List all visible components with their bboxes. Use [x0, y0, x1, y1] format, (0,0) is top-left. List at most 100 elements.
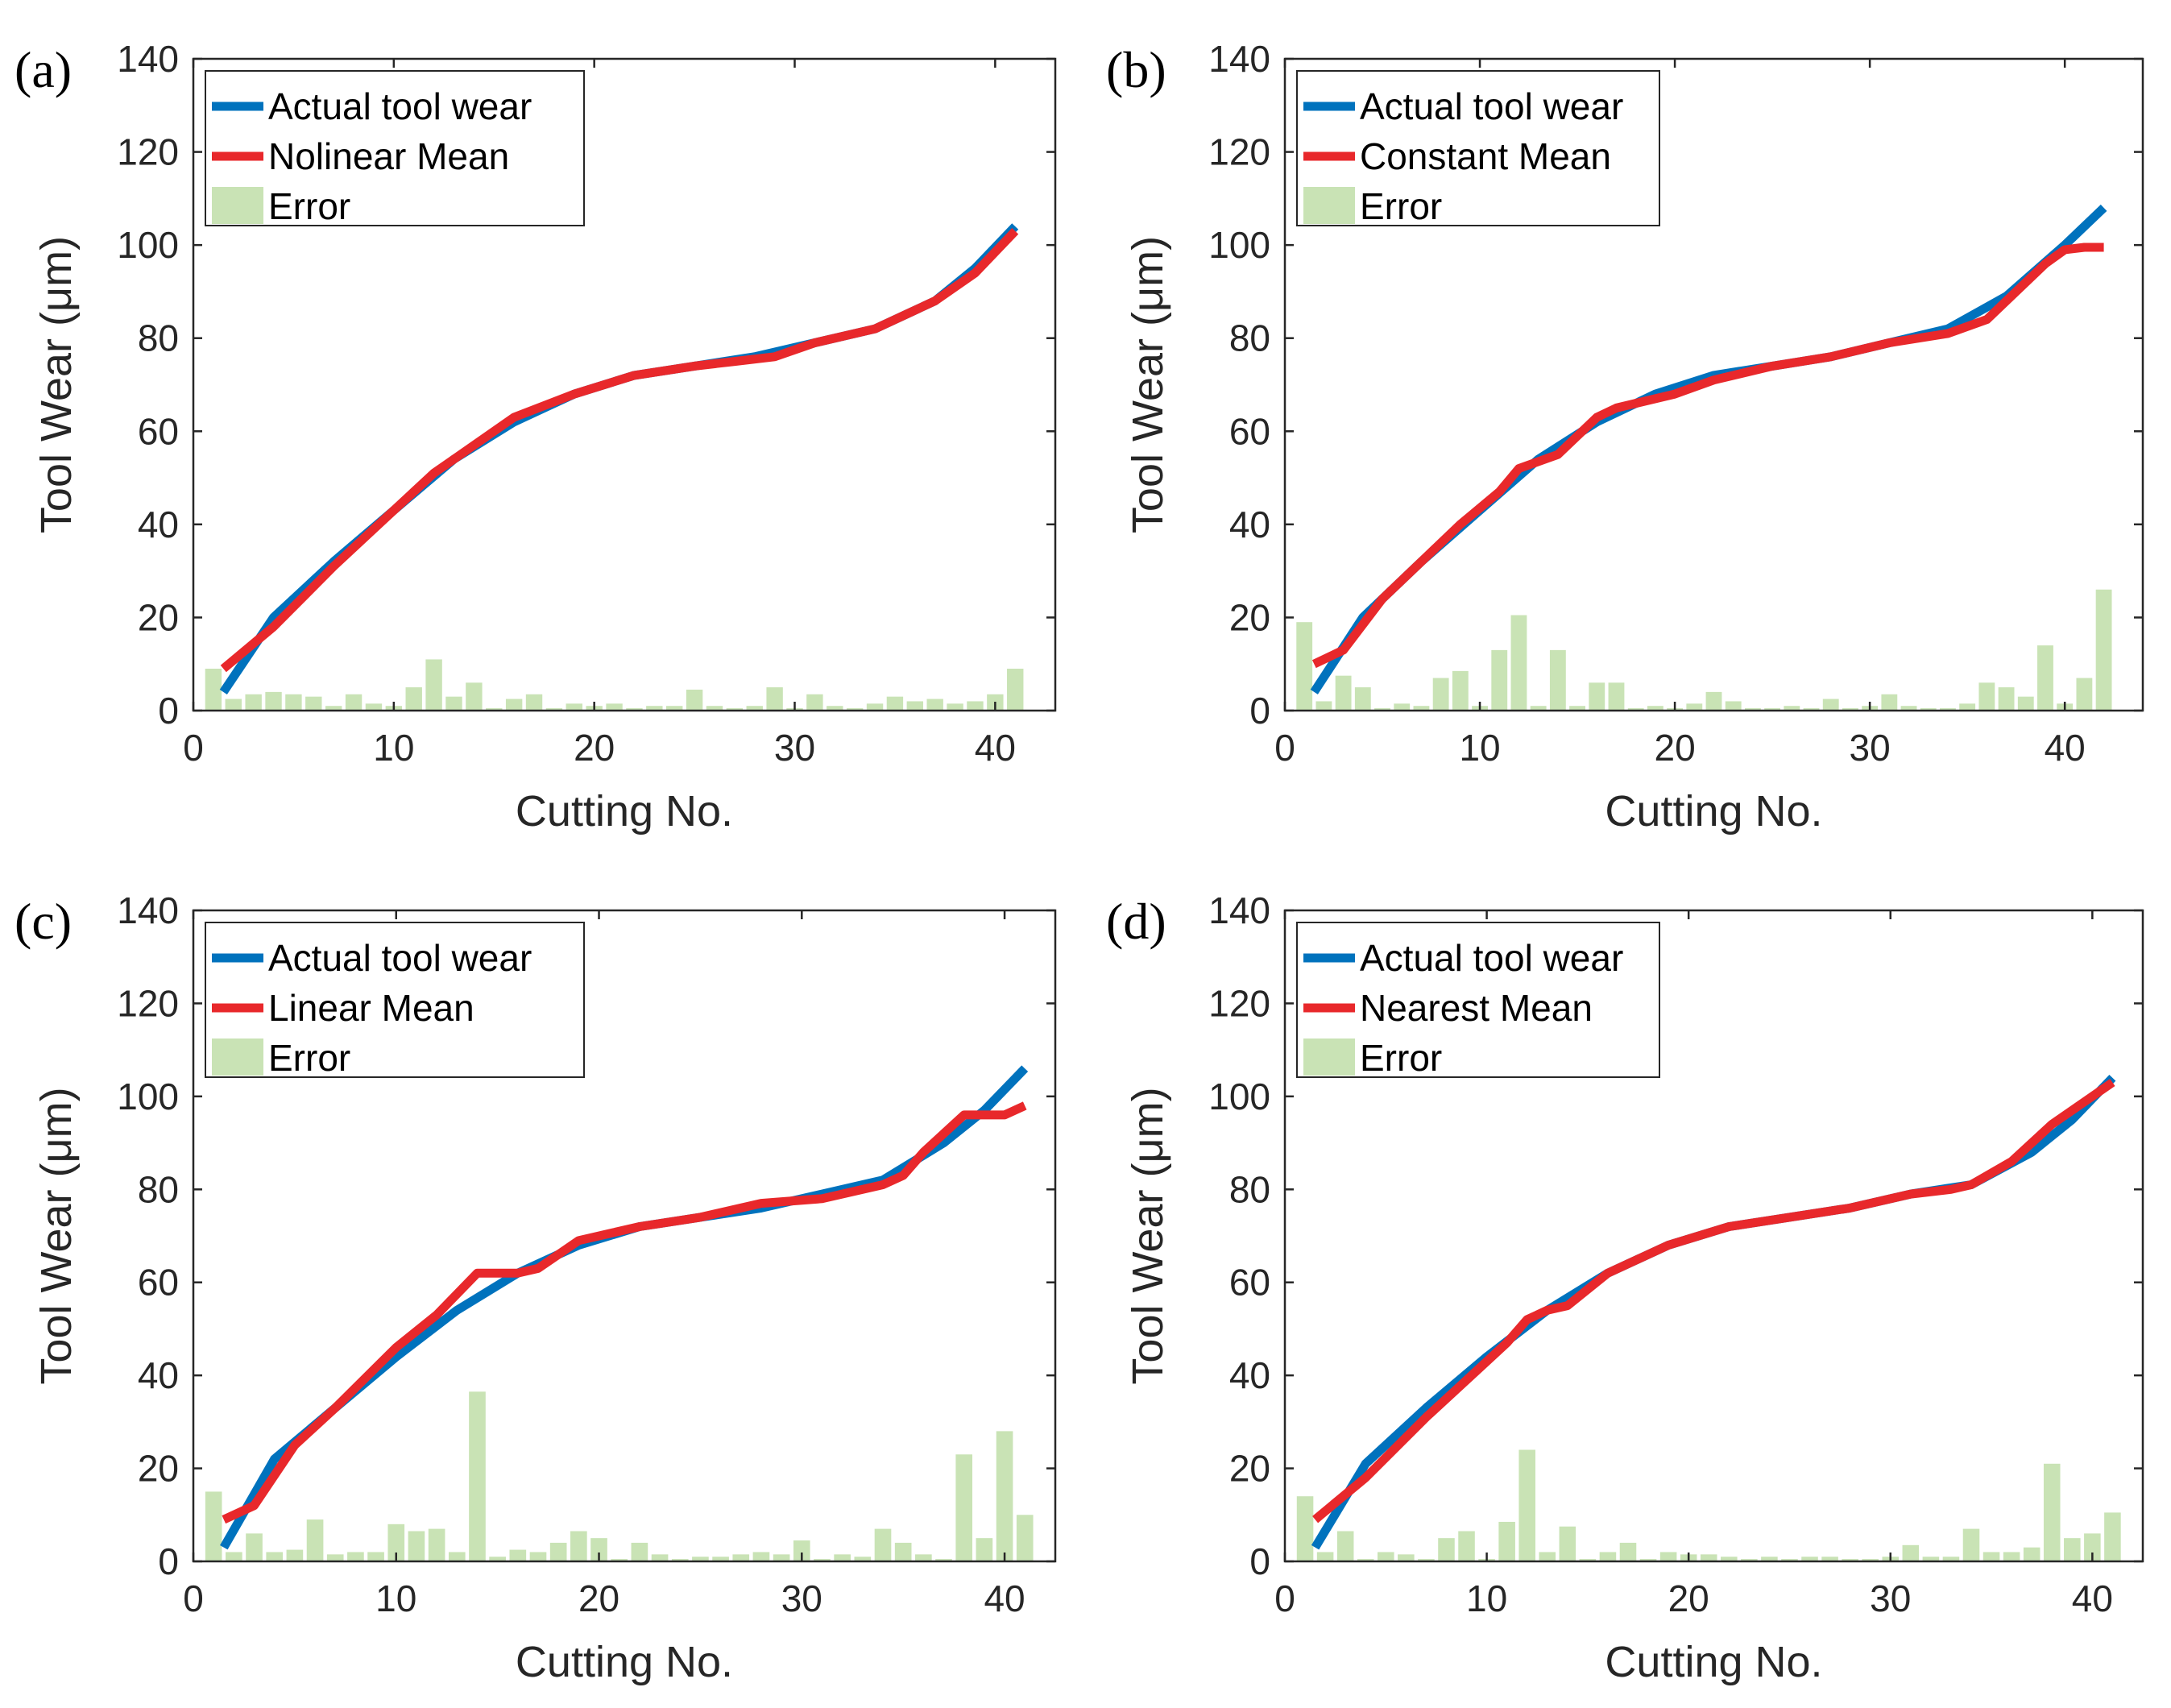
error-bar: [1007, 668, 1024, 711]
error-bar: [1418, 1559, 1435, 1561]
error-bar: [1940, 708, 1956, 711]
error-bar: [626, 708, 643, 711]
error-bar: [529, 1552, 547, 1561]
error-bar: [1398, 1554, 1415, 1561]
y-tick-label: 80: [138, 317, 179, 359]
error-bar: [1902, 1544, 1920, 1561]
error-bar: [509, 1549, 527, 1561]
error-bar: [1764, 708, 1781, 711]
error-bar: [2104, 1512, 2121, 1561]
x-tick-label: 30: [1850, 727, 1891, 769]
error-bar: [2076, 678, 2093, 711]
error-bar: [732, 1554, 750, 1561]
error-bar: [205, 668, 222, 711]
legend-swatch-error: [1303, 187, 1355, 224]
error-bar: [266, 1552, 284, 1561]
error-bar: [428, 1528, 445, 1561]
panel-letter: (c): [15, 893, 72, 950]
x-tick-label: 10: [1466, 1577, 1507, 1619]
error-bar: [935, 1559, 952, 1561]
error-bar: [1700, 1554, 1717, 1561]
error-bar: [345, 694, 363, 711]
x-tick-label: 20: [1668, 1577, 1709, 1619]
y-tick-label: 60: [1229, 1262, 1270, 1304]
y-tick-label: 60: [1229, 410, 1270, 452]
y-tick-label: 20: [138, 596, 179, 638]
legend-label: Actual tool wear: [1360, 85, 1623, 127]
y-tick-label: 120: [117, 131, 179, 173]
x-axis-title: Cutting No.: [516, 1638, 733, 1686]
error-bar: [1959, 703, 1976, 711]
error-bar: [834, 1554, 851, 1561]
x-tick-label: 30: [1870, 1577, 1911, 1619]
error-bar: [1639, 1559, 1657, 1561]
error-bar: [2084, 1533, 2101, 1561]
y-tick-label: 60: [138, 1262, 179, 1304]
error-bar: [2095, 589, 2112, 711]
x-tick-label: 10: [373, 727, 414, 769]
legend-label: Linear Mean: [268, 987, 474, 1029]
error-bar: [947, 703, 963, 711]
error-bar: [486, 708, 503, 711]
y-tick-label: 120: [117, 982, 179, 1024]
error-bar: [1498, 1521, 1515, 1561]
y-axis-title: Tool Wear (μm): [1124, 236, 1172, 533]
error-bar: [1589, 682, 1605, 711]
y-tick-label: 140: [117, 38, 179, 80]
error-bar: [1862, 1559, 1879, 1561]
error-bar: [405, 687, 422, 711]
error-bar: [1922, 1557, 1940, 1561]
error-bar: [1357, 1559, 1374, 1561]
error-bar: [1744, 708, 1761, 711]
error-bar: [285, 694, 302, 711]
y-tick-label: 20: [1229, 1448, 1270, 1490]
axes-frame: [1283, 909, 2144, 1563]
error-bar: [1491, 649, 1508, 711]
error-bar: [915, 1554, 932, 1561]
error-bar: [1569, 706, 1585, 711]
chart-panel-b: (b) 0 20 40 60 80 100 120 140 0 10 20 30 40 Cutting No…: [1106, 38, 2144, 835]
error-bar: [545, 708, 563, 711]
legend-label: Error: [1360, 1037, 1442, 1079]
legend-label: Nearest Mean: [1360, 987, 1593, 1029]
y-tick-label: 80: [1229, 317, 1270, 359]
legend-label: Actual tool wear: [1360, 937, 1623, 979]
error-bar: [1579, 1559, 1597, 1561]
error-bar: [1741, 1559, 1758, 1561]
error-bar: [976, 1538, 993, 1561]
error-bar: [1296, 622, 1313, 711]
y-tick-label: 0: [1249, 1540, 1270, 1582]
error-bar: [1458, 1531, 1475, 1561]
error-bar: [306, 1519, 324, 1561]
y-tick-label: 20: [1229, 596, 1270, 638]
error-bar: [505, 699, 523, 711]
x-tick-label: 40: [2072, 1577, 2113, 1619]
error-bar: [1438, 1538, 1455, 1561]
y-tick-label: 120: [1208, 131, 1270, 173]
y-tick-label: 20: [138, 1448, 179, 1490]
axes-frame: [192, 909, 1057, 1563]
legend-label: Actual tool wear: [268, 85, 532, 127]
y-tick-label: 140: [1208, 38, 1270, 80]
x-tick-label: 0: [183, 727, 204, 769]
error-bar: [686, 689, 703, 711]
mean-line: [1311, 243, 2104, 669]
error-bar: [1647, 706, 1663, 711]
chart-panel-c: (c) 0 20 40 60 80 100 120 140 0 10 20 30 40 Cutting No…: [15, 889, 1057, 1686]
error-bar: [1821, 1557, 1838, 1561]
x-tick-label: 0: [1274, 1577, 1295, 1619]
x-tick-label: 40: [2045, 727, 2086, 769]
error-bar: [305, 696, 322, 711]
error-bar: [1432, 678, 1449, 711]
error-bar: [1394, 703, 1411, 711]
legend-label: Actual tool wear: [268, 937, 532, 979]
y-tick-label: 40: [1229, 1354, 1270, 1396]
y-tick-label: 120: [1208, 982, 1270, 1024]
x-axis-title: Cutting No.: [516, 787, 733, 835]
error-bar: [1721, 1557, 1738, 1561]
error-bar: [1686, 703, 1703, 711]
error-bar: [773, 1554, 790, 1561]
x-tick-label: 30: [781, 1577, 822, 1619]
error-bar: [1942, 1557, 1960, 1561]
error-bar: [1822, 699, 1839, 711]
